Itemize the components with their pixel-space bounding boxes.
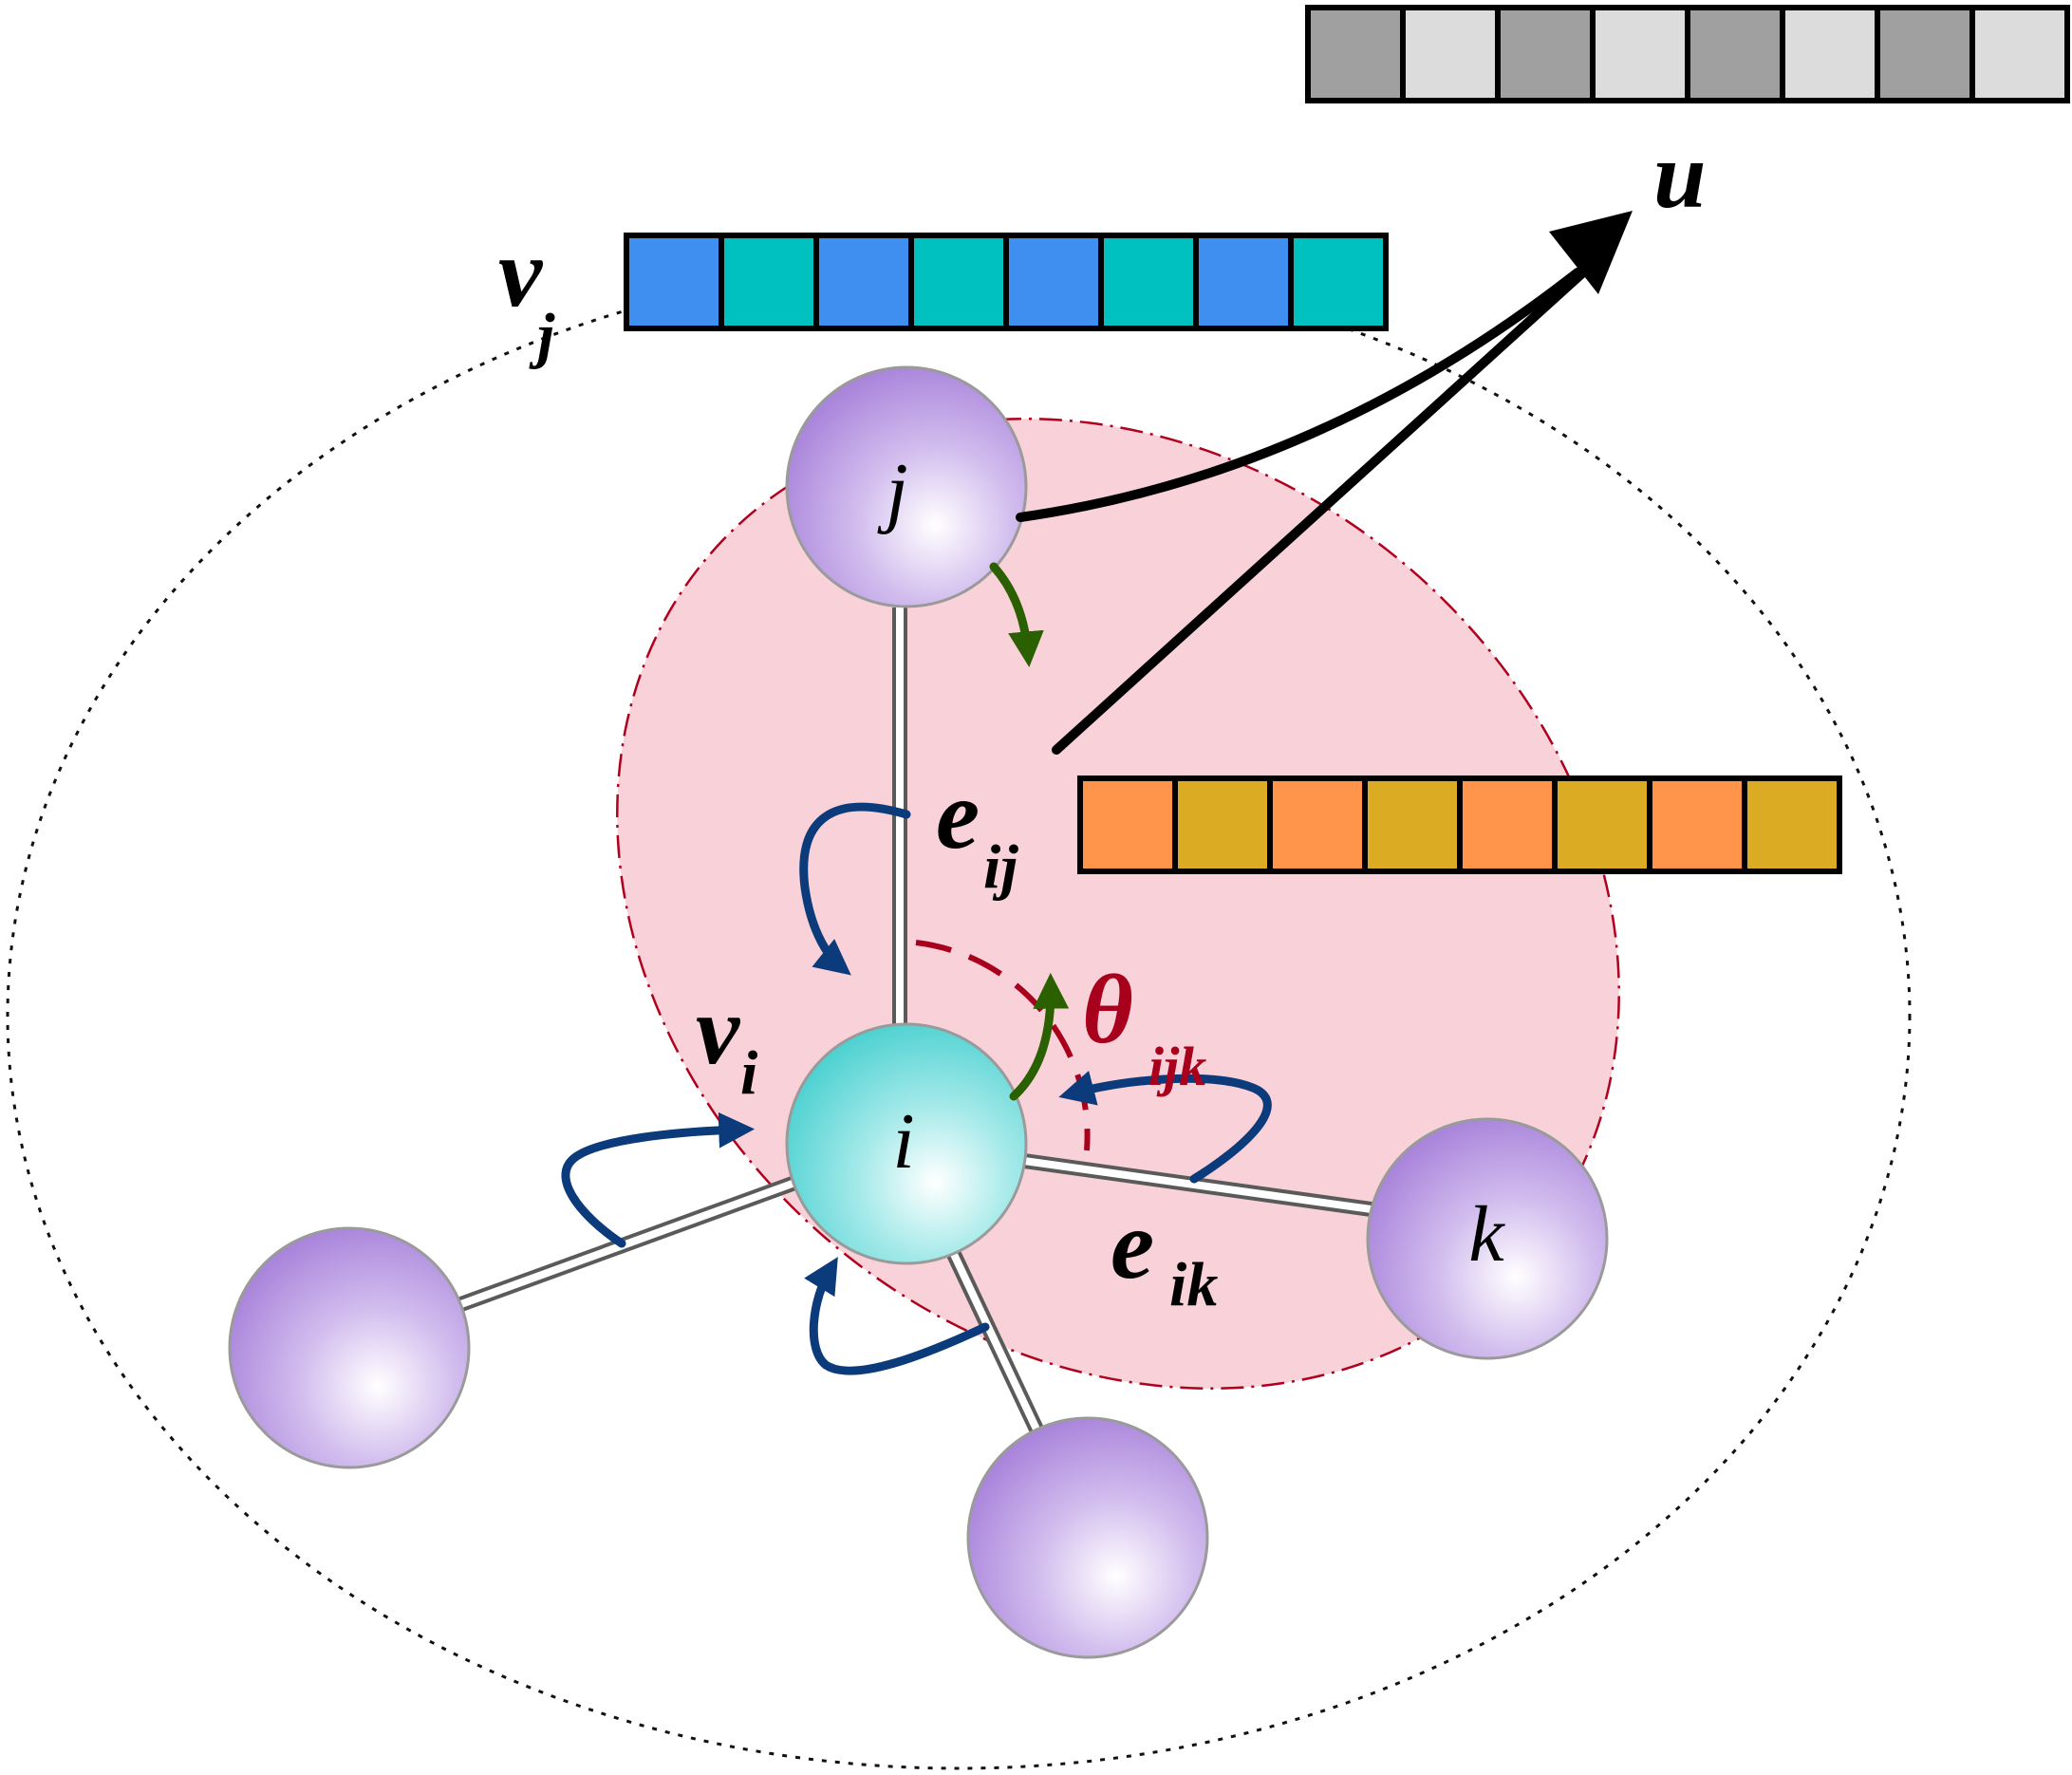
v_j-cell-4 (908, 233, 1009, 331)
u-cell-7 (1875, 5, 1975, 103)
v_j-cell-5 (1003, 233, 1104, 331)
e_ij-cell-6 (1552, 775, 1652, 874)
e_ij-cell-8 (1742, 775, 1842, 874)
svg-text:i: i (740, 1038, 758, 1108)
e_ij-cell-3 (1267, 775, 1368, 874)
node-feature-vector-vj (624, 233, 1389, 331)
svg-text:ik: ik (1169, 1250, 1218, 1319)
edge-feature-vector-eij (1077, 775, 1842, 874)
svg-text:ijk: ijk (1148, 1036, 1206, 1097)
label-e-ik: e ik (1111, 1190, 1218, 1319)
label-e-ij: e ij (936, 760, 1018, 902)
blue-arrow-from-bottom-bond (804, 1257, 990, 1375)
label-v-j: v j (498, 218, 555, 370)
atom-left (228, 1226, 471, 1469)
svg-text:e: e (936, 760, 980, 869)
atom-j (785, 365, 1028, 608)
u-cell-8 (1969, 5, 2070, 103)
node-label-i: i (892, 1097, 914, 1186)
label-theta-ijk: θ ijk (1082, 955, 1206, 1097)
blue-arrow-from-left-bond (561, 1112, 756, 1248)
svg-text:v: v (498, 218, 544, 327)
e_ij-cell-5 (1457, 775, 1558, 874)
v_j-cell-7 (1193, 233, 1294, 331)
local-neighborhood-region (616, 417, 1620, 1391)
v_j-cell-6 (1098, 233, 1199, 331)
atom-bottom (966, 1416, 1209, 1659)
node-label-k: k (1468, 1190, 1505, 1279)
green-arrow-j-to-edge (989, 562, 1044, 668)
e_ij-cell-4 (1362, 775, 1463, 874)
u-cell-6 (1780, 5, 1880, 103)
svg-text:u: u (1653, 122, 1707, 228)
v_j-cell-1 (624, 233, 724, 331)
e_ij-cell-7 (1647, 775, 1747, 874)
v_j-cell-8 (1288, 233, 1389, 331)
blue-arrow-from-eik (1058, 1070, 1272, 1184)
u-cell-1 (1305, 5, 1406, 103)
atom-k (1366, 1117, 1609, 1360)
e_ij-cell-1 (1077, 775, 1178, 874)
u-cell-4 (1590, 5, 1690, 103)
v_j-cell-3 (813, 233, 914, 331)
angle-arc-theta-ijk (915, 940, 1091, 1151)
green-arrow-edge-to-angle (1009, 972, 1070, 1101)
e_ij-cell-2 (1172, 775, 1273, 874)
arrow-head-u (1549, 211, 1633, 294)
svg-text:v: v (696, 976, 741, 1085)
svg-text:ij: ij (983, 832, 1018, 902)
blue-arrow-from-eij (799, 802, 911, 976)
atom-i (785, 1022, 1028, 1265)
label-u: u (1653, 122, 1707, 228)
label-v-i: v i (696, 976, 758, 1108)
v_j-cell-2 (719, 233, 819, 331)
arrow-node-j-to-u (1016, 268, 1582, 522)
global-feature-vector-u (1305, 5, 2070, 103)
u-cell-5 (1685, 5, 1785, 103)
arrow-edge-to-u (1052, 268, 1588, 755)
svg-text:θ: θ (1082, 955, 1133, 1064)
svg-text:e: e (1111, 1190, 1154, 1299)
u-cell-3 (1495, 5, 1596, 103)
u-cell-2 (1400, 5, 1501, 103)
